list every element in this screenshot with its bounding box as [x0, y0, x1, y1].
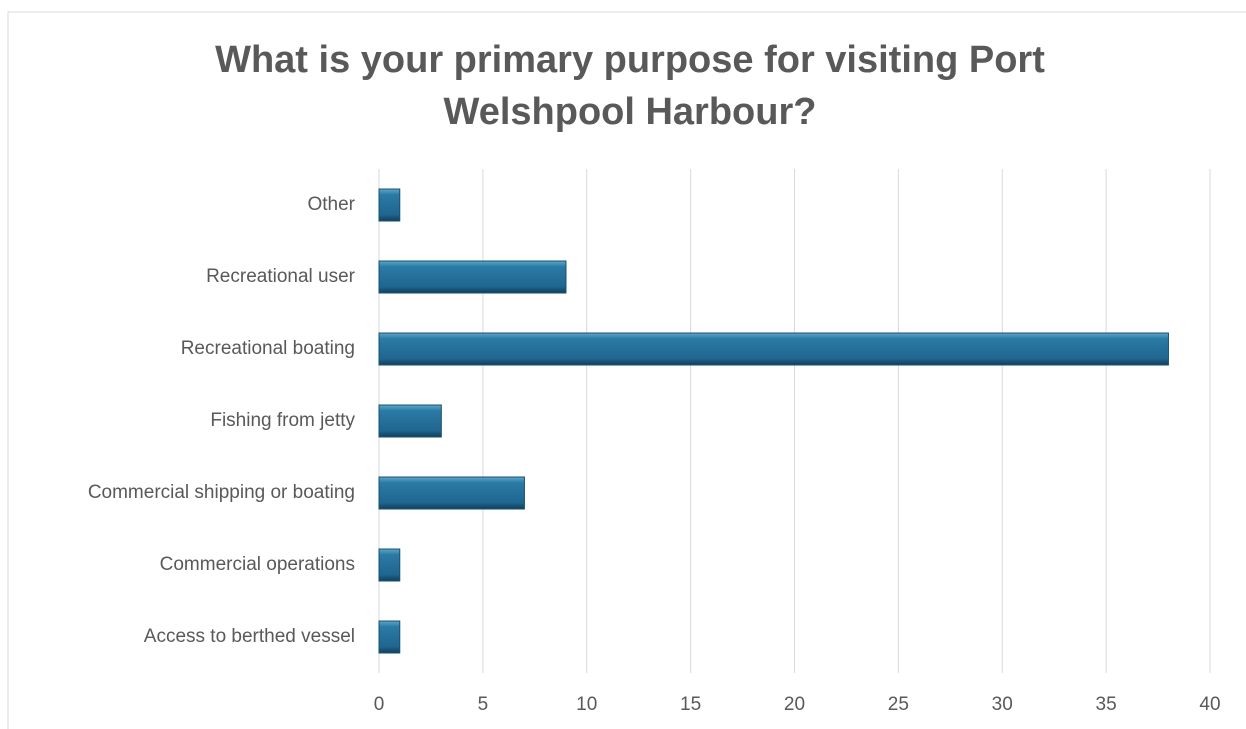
chart-title: What is your primary purpose for visitin…	[215, 39, 1045, 133]
y-tick-label: Access to berthed vessel	[144, 626, 355, 647]
chart-border	[7, 11, 1246, 729]
x-tick-label: 25	[888, 694, 909, 715]
bar	[378, 404, 442, 438]
bar	[378, 476, 525, 510]
y-tick-label: Recreational boating	[181, 338, 355, 359]
x-tick-label: 0	[374, 694, 385, 715]
y-tick-label: Other	[307, 194, 355, 215]
x-tick-label: 20	[784, 694, 805, 715]
bar	[378, 332, 1169, 366]
x-tick-label: 15	[680, 694, 701, 715]
x-tick-label: 30	[992, 694, 1013, 715]
bar	[378, 620, 401, 654]
y-tick-label: Commercial operations	[160, 554, 355, 575]
x-tick-label: 10	[576, 694, 597, 715]
bar	[378, 260, 567, 294]
x-tick-label: 40	[1199, 694, 1220, 715]
x-tick-label: 5	[478, 694, 489, 715]
bar	[378, 188, 401, 222]
y-tick-label: Recreational user	[206, 266, 356, 287]
bar	[378, 548, 401, 582]
y-tick-label: Fishing from jetty	[210, 410, 355, 431]
y-tick-label: Commercial shipping or boating	[88, 482, 355, 503]
x-tick-label: 35	[1096, 694, 1117, 715]
